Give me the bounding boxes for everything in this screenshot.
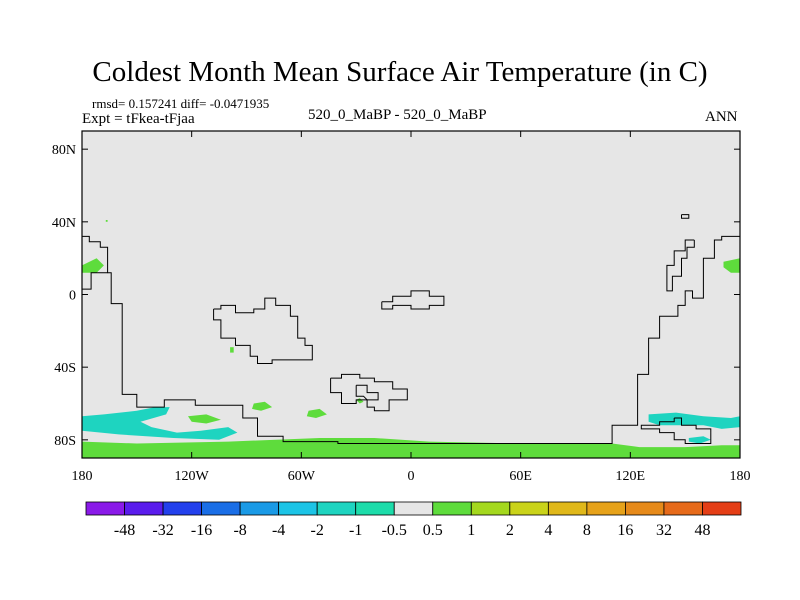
legend-label: 2	[506, 522, 514, 539]
fill-region-3	[252, 401, 273, 411]
coastline-0	[82, 235, 109, 290]
legend-swatch	[470, 501, 511, 516]
legend-label: -8	[233, 522, 246, 539]
color-legend: -48 -32 -16 -8 -4 -2 -1 -0.5 0.5 1 2 4 8 16 32 48	[85, 501, 742, 539]
legend-label: -32	[152, 522, 173, 539]
coastline-8	[640, 417, 712, 444]
legend-swatch	[702, 501, 742, 516]
legend-label: 4	[544, 522, 552, 539]
legend-label: 16	[617, 522, 633, 539]
lat-tick-label: 80S	[54, 434, 76, 449]
legend-label: 1	[467, 522, 475, 539]
lon-tick-label: 120E	[616, 469, 646, 484]
fill-region-6	[188, 414, 221, 424]
legend-swatch	[625, 501, 665, 516]
legend-label: 32	[656, 522, 672, 539]
legend-label: 8	[583, 522, 591, 539]
lat-tick-label: 80N	[52, 143, 76, 158]
temperature-difference-fills	[82, 220, 740, 458]
period-label: 520_0_MaBP - 520_0_MaBP	[308, 107, 487, 123]
stats-line: rmsd= 0.157241 diff= -0.0471935	[92, 96, 270, 111]
fill-region-1	[82, 258, 104, 273]
legend-label: -4	[272, 522, 285, 539]
legend-swatch	[663, 501, 703, 516]
axis-ticks: 80N 40N 0 40S 80S 180 120W 60W 0 60E 120E 180	[52, 131, 751, 484]
coastline-1	[107, 235, 740, 444]
legend-swatch	[162, 501, 202, 516]
lon-tick-label: 180	[72, 469, 93, 484]
coastline-5	[355, 384, 379, 401]
fill-region-9	[82, 407, 238, 440]
legend-swatch	[586, 501, 626, 516]
fill-region-4	[306, 408, 327, 418]
legend-swatch	[201, 501, 241, 516]
legend-swatch	[278, 501, 318, 516]
coastline-4	[330, 373, 408, 412]
legend-swatch	[355, 501, 395, 516]
season-label: ANN	[705, 109, 738, 125]
fill-region-8	[105, 220, 108, 222]
lon-tick-label: 120W	[175, 469, 210, 484]
coastline-7	[666, 239, 695, 292]
legend-label: -2	[311, 522, 324, 539]
legend-label: -0.5	[382, 522, 407, 539]
legend-label: -1	[349, 522, 362, 539]
experiment-label: Expt = tFkea-tFjaa	[82, 111, 195, 127]
fill-region-2	[723, 258, 740, 273]
coastline-6	[681, 214, 690, 219]
legend-label: -16	[191, 522, 212, 539]
legend-label: -48	[114, 522, 135, 539]
coastline-2	[213, 297, 313, 364]
fill-region-5	[230, 347, 234, 353]
lon-tick-label: 60E	[509, 469, 532, 484]
fill-region-0	[82, 438, 740, 458]
legend-label: 0.5	[423, 522, 443, 539]
lat-tick-label: 0	[69, 289, 76, 304]
lon-tick-label: 60W	[288, 469, 316, 484]
legend-swatch	[85, 501, 125, 516]
legend-swatch	[124, 501, 164, 516]
lon-tick-label: 180	[730, 469, 751, 484]
lon-tick-label: 0	[408, 469, 415, 484]
fill-region-11	[688, 436, 711, 444]
plot-title: Coldest Month Mean Surface Air Temperatu…	[92, 56, 708, 88]
legend-swatch	[547, 501, 588, 516]
coastline-3	[381, 290, 445, 310]
fill-region-10	[648, 412, 740, 429]
legend-label: 48	[694, 522, 710, 539]
legend-swatch	[393, 501, 434, 516]
legend-swatch	[509, 501, 549, 516]
legend-swatch	[432, 501, 472, 516]
legend-swatch	[316, 501, 357, 516]
lat-tick-label: 40N	[52, 216, 76, 231]
legend-swatch	[239, 501, 280, 516]
coastlines	[82, 214, 740, 444]
lat-tick-label: 40S	[54, 361, 76, 376]
